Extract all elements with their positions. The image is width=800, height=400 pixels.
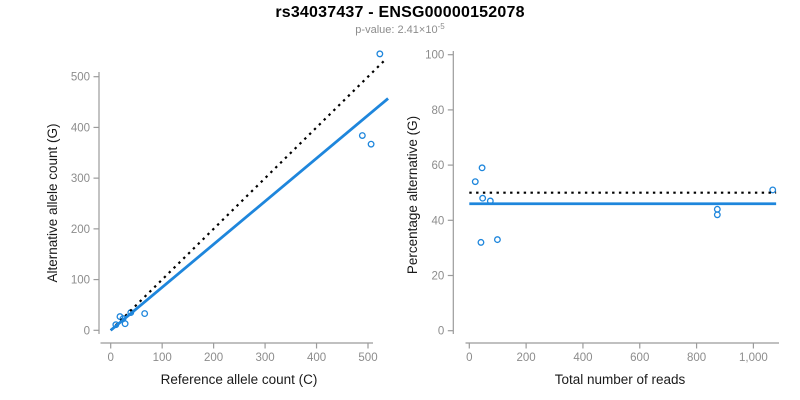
data-point: [477, 238, 485, 246]
data-point: [141, 310, 149, 318]
allele-counts-plot: 0 100 200 300 400 500 0 100 200 300 400 500 Referenc…: [45, 50, 389, 387]
y-axis-title: Percentage alternative (G): [405, 116, 420, 274]
x-tick-label: 0: [466, 352, 472, 364]
y-tick-label: 20: [432, 271, 445, 283]
percentage-alternative-plot: 0 20 40 60 80 100 0 200 400 600 800 1,000 Total numb…: [405, 50, 779, 387]
x-tick-label: 200: [517, 352, 536, 364]
y-tick-label: 80: [432, 105, 445, 117]
pvalue-exponent: -5: [437, 22, 445, 31]
y-tick-label: 100: [71, 275, 90, 287]
x-tick-label: 0: [107, 352, 113, 364]
data-point: [376, 50, 384, 58]
y-tick-label: 60: [432, 160, 445, 172]
y-tick-label: 500: [71, 72, 90, 84]
data-point: [367, 140, 375, 148]
x-tick-label: 300: [255, 352, 274, 364]
data-point: [121, 320, 129, 328]
y-tick-label: 400: [71, 122, 90, 134]
identity-dotted-line: [109, 57, 388, 332]
data-point: [478, 164, 486, 172]
x-tick-label: 200: [204, 352, 223, 364]
x-tick-label: 400: [307, 352, 326, 364]
y-tick-label: 200: [71, 224, 90, 236]
regression-blue-line: [109, 97, 389, 332]
x-tick-label: 800: [687, 352, 706, 364]
y-tick-label: 100: [425, 50, 444, 62]
y-tick-label: 40: [432, 215, 445, 227]
y-axis-title: Alternative allele count (G): [45, 123, 60, 282]
data-point: [358, 132, 366, 139]
x-tick-label: 400: [573, 352, 592, 364]
plot-subtitle: p-value: 2.41×10-5: [0, 22, 800, 36]
x-tick-label: 1,000: [739, 352, 768, 364]
x-tick-label: 100: [153, 352, 172, 364]
x-axis-title: Total number of reads: [555, 372, 686, 387]
y-tick-label: 0: [438, 326, 444, 338]
y-tick-label: 0: [84, 325, 90, 337]
data-point: [493, 236, 501, 244]
plot-title: rs34037437 - ENSG00000152078: [275, 4, 525, 21]
data-point: [713, 211, 721, 219]
y-tick-label: 300: [71, 173, 90, 185]
data-point: [713, 205, 721, 213]
x-tick-label: 500: [358, 352, 377, 364]
data-point: [479, 194, 487, 202]
data-point: [769, 186, 777, 194]
x-axis-title: Reference allele count (C): [161, 372, 318, 387]
x-tick-label: 600: [630, 352, 649, 364]
pvalue-text: p-value: 2.41×10: [355, 24, 438, 36]
data-point: [471, 178, 479, 186]
